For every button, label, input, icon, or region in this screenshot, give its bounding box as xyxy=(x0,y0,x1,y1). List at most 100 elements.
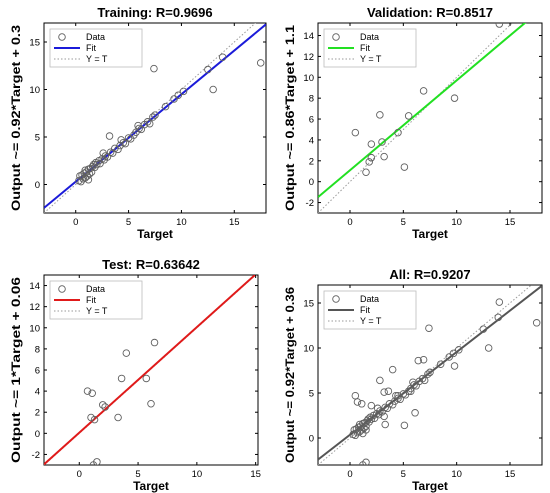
data-point xyxy=(114,145,122,154)
plot-title: Test: R=0.63642 xyxy=(102,257,200,272)
data-point xyxy=(351,128,360,137)
y-tick-label: -2 xyxy=(306,198,314,209)
data-point xyxy=(532,319,541,327)
x-axis-label: Target xyxy=(133,479,169,493)
data-point xyxy=(384,387,393,395)
data-point xyxy=(174,91,183,99)
data-point xyxy=(83,387,92,395)
x-tick-label: 15 xyxy=(505,217,516,228)
data-point xyxy=(418,374,427,383)
data-point xyxy=(411,409,419,417)
x-tick-label: 10 xyxy=(176,217,187,228)
x-tick-label: 15 xyxy=(505,469,516,480)
legend-data-marker xyxy=(332,295,340,303)
data-point xyxy=(142,374,151,383)
data-point xyxy=(436,360,445,368)
y-tick-label: 5 xyxy=(35,133,40,144)
y-tick-label: 12 xyxy=(29,302,40,313)
x-tick-label: 5 xyxy=(135,469,140,480)
data-point xyxy=(101,403,109,411)
data-point xyxy=(394,128,402,137)
data-point xyxy=(367,401,376,410)
data-point xyxy=(204,65,212,74)
y-tick-label: 0 xyxy=(35,429,40,440)
legend-fit-label: Fit xyxy=(86,43,96,53)
legend-data-marker xyxy=(58,285,66,293)
data-point xyxy=(449,349,458,358)
legend-fit-label: Fit xyxy=(360,43,370,53)
x-tick-label: 15 xyxy=(250,469,261,480)
y-tick-label: 5 xyxy=(309,389,314,400)
data-point xyxy=(409,378,417,386)
data-point xyxy=(494,313,503,322)
y-axis-label: Output ~= 0.92*Target + 0.3 xyxy=(9,25,23,211)
data-point xyxy=(495,23,504,28)
legend-data-marker xyxy=(332,33,340,41)
data-point xyxy=(419,87,428,95)
data-point xyxy=(117,374,126,383)
y-tick-label: 12 xyxy=(303,52,314,63)
x-tick-label: 0 xyxy=(347,217,352,228)
legend-data-label: Data xyxy=(360,32,379,42)
y-tick-label: 6 xyxy=(35,366,40,377)
x-tick-label: 5 xyxy=(401,469,406,480)
plot-title: All: R=0.9207 xyxy=(389,267,470,282)
data-point xyxy=(90,415,99,424)
x-tick-label: 5 xyxy=(126,217,131,228)
data-point xyxy=(150,64,158,73)
y-tick-label: 10 xyxy=(29,323,40,334)
legend-identity-label: Y = T xyxy=(360,54,382,64)
data-point xyxy=(99,149,107,157)
data-point xyxy=(367,153,376,162)
data-point xyxy=(99,401,107,409)
data-point xyxy=(424,370,432,378)
x-axis-label: Target xyxy=(412,479,448,493)
data-point xyxy=(378,138,386,146)
x-axis-label: Target xyxy=(412,227,448,241)
data-point xyxy=(392,391,400,400)
data-point xyxy=(359,429,367,438)
data-point xyxy=(388,400,397,409)
fit-line xyxy=(318,285,542,461)
data-point xyxy=(495,298,504,306)
data-point xyxy=(170,95,178,103)
x-tick-label: 15 xyxy=(229,217,240,228)
plot-panel-3: 0 5 10 15 -2 0 2 4 6 8 10 12 14 Test: R=0.63642 Target… xyxy=(9,257,261,493)
plot-panel-4: 0 5 10 15 0 5 10 15 All: R=0.9207 Target Output ~=… xyxy=(283,267,543,493)
data-point xyxy=(400,163,409,171)
data-point xyxy=(414,356,423,365)
data-point xyxy=(85,170,94,178)
fit-line xyxy=(44,275,257,465)
data-point xyxy=(353,398,362,406)
data-point xyxy=(179,87,188,96)
y-tick-label: 4 xyxy=(35,387,40,398)
data-point xyxy=(147,400,155,408)
x-tick-label: 10 xyxy=(192,469,203,480)
data-point xyxy=(161,102,170,111)
data-point xyxy=(450,94,459,102)
x-tick-label: 0 xyxy=(77,469,82,480)
legend-data-label: Data xyxy=(86,32,105,42)
data-point xyxy=(149,113,157,121)
plot-title: Training: R=0.9696 xyxy=(97,5,212,20)
legend-identity-label: Y = T xyxy=(86,54,108,64)
legend-identity-label: Y = T xyxy=(360,316,382,326)
plot-area xyxy=(44,275,257,465)
y-tick-label: 8 xyxy=(309,94,314,105)
data-point xyxy=(380,152,388,161)
data-point xyxy=(108,149,117,157)
plot-panel-1: 0 5 10 15 0 5 10 15 Training: R=0.9696 Target Outp… xyxy=(9,5,267,241)
legend-data-marker xyxy=(58,33,66,41)
data-point xyxy=(367,415,376,423)
data-point xyxy=(76,172,84,180)
y-tick-label: 10 xyxy=(303,73,314,84)
y-axis-label: Output ~= 0.86*Target + 1.1 xyxy=(283,25,297,211)
x-tick-label: 10 xyxy=(451,469,462,480)
data-point xyxy=(394,391,402,400)
plot-area xyxy=(318,23,527,213)
